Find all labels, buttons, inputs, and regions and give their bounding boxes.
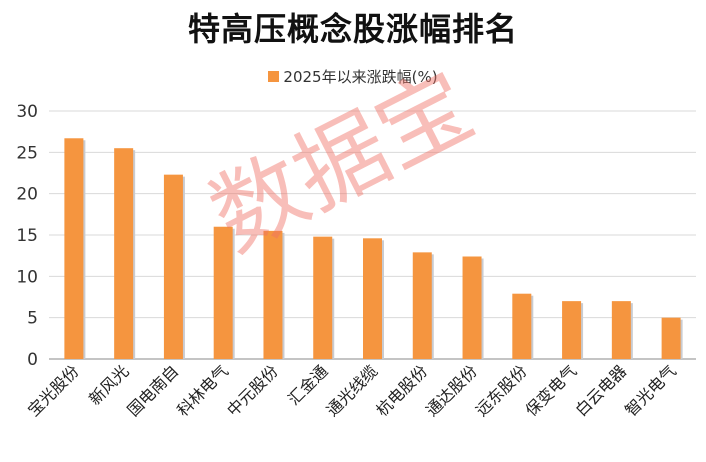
legend-label: 2025年以来涨跌幅(%) <box>283 68 438 86</box>
x-tick-label: 杭电股份 <box>372 361 431 420</box>
bar <box>64 138 84 359</box>
y-tick-label: 5 <box>27 309 38 329</box>
bars <box>64 138 683 359</box>
x-tick-label: 通光线缆 <box>323 361 382 420</box>
x-tick-label: 保变电气 <box>522 361 581 420</box>
x-tick-label: 中元股份 <box>223 361 282 420</box>
y-tick-label: 30 <box>16 102 38 122</box>
x-tick-label: 新风光 <box>85 361 132 408</box>
bar <box>462 256 482 359</box>
x-tick-label: 远东股份 <box>472 361 531 420</box>
legend-swatch <box>268 71 280 82</box>
bar <box>363 238 382 359</box>
y-tick-label: 25 <box>16 143 38 163</box>
y-tick-label: 10 <box>16 267 38 287</box>
bar <box>562 301 582 359</box>
x-tick-label: 宝光股份 <box>24 361 83 420</box>
y-axis-ticks: 0 5 10 15 20 25 30 <box>16 102 38 370</box>
bar <box>263 230 283 359</box>
x-tick-label: 智光电气 <box>621 361 680 420</box>
bar <box>512 293 532 359</box>
bar <box>412 252 432 359</box>
bar <box>114 148 134 359</box>
x-tick-label: 通达股份 <box>422 361 481 420</box>
y-tick-label: 20 <box>16 185 38 205</box>
bar <box>313 236 333 359</box>
y-tick-label: 0 <box>27 350 38 370</box>
x-tick-label: 白云电器 <box>571 361 630 420</box>
bar <box>213 226 233 359</box>
bar <box>163 174 183 359</box>
x-tick-label: 汇金通 <box>284 361 331 408</box>
y-tick-label: 15 <box>16 226 38 246</box>
legend: 2025年以来涨跌幅(%) <box>0 66 706 87</box>
bar <box>611 301 631 359</box>
bar <box>661 317 681 359</box>
x-tick-label: 国电南自 <box>124 361 183 420</box>
chart-title: 特高压概念股涨幅排名 <box>187 10 518 48</box>
x-tick-label: 科林电气 <box>173 361 232 420</box>
